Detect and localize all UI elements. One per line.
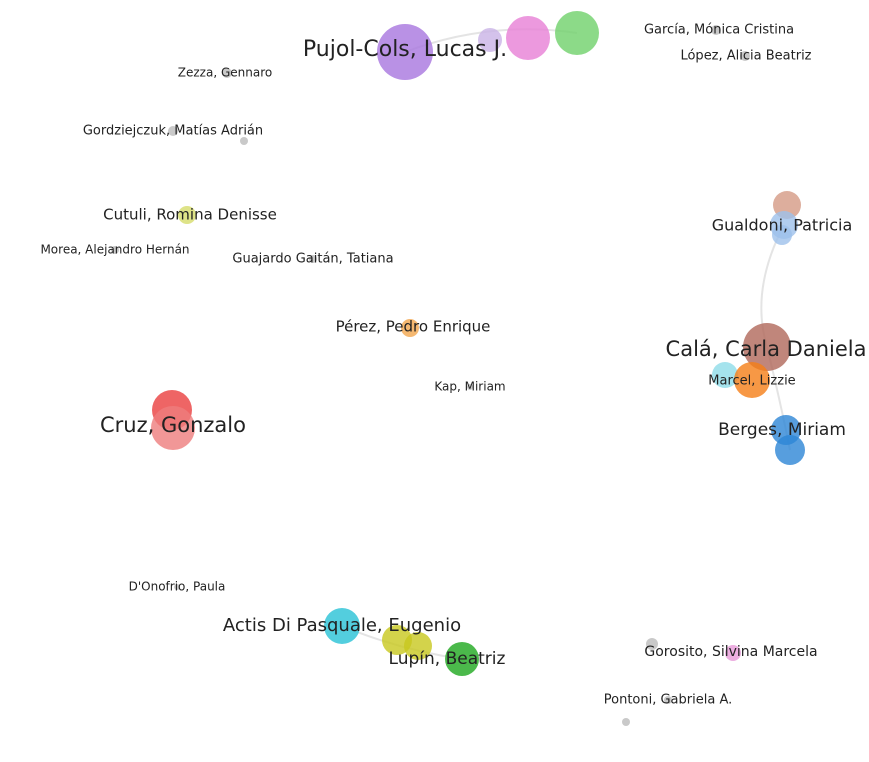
labels: Pujol-Cols, Lucas J. García, Mónica Cris… (40, 23, 866, 708)
node (401, 319, 419, 337)
node-label: Guajardo Gaitán, Tatiana (232, 252, 393, 267)
node (222, 68, 232, 78)
node (772, 225, 792, 245)
nodes (111, 11, 805, 726)
node (324, 608, 360, 644)
node (467, 384, 473, 390)
node-label: D'Onofrio, Paula (129, 580, 226, 594)
node (712, 362, 738, 388)
node-label: Morea, Alejandro Hernán (40, 243, 189, 257)
node-label: Gualdoni, Patricia (712, 216, 853, 235)
node-label: Gorosito, Silvina Marcela (644, 644, 817, 660)
node (734, 362, 770, 398)
node-label: Calá, Carla Daniela (666, 337, 867, 361)
node (622, 718, 630, 726)
node-label: Pujol-Cols, Lucas J. (303, 37, 507, 62)
node (178, 206, 196, 224)
node-label: Cruz, Gonzalo (100, 413, 246, 437)
node-label: Cutuli, Romina Denisse (103, 206, 277, 224)
node (151, 406, 195, 450)
node-label: Zezza, Gennaro (178, 66, 272, 80)
node (309, 255, 317, 263)
node (404, 632, 432, 660)
node (646, 638, 658, 650)
node-label: Berges, Miriam (718, 420, 846, 440)
node (711, 25, 721, 35)
node (555, 11, 599, 55)
node (664, 696, 672, 704)
node-label: Marcel, Lizzie (708, 374, 795, 389)
node-label: Actis Di Pasquale, Eugenio (223, 615, 461, 636)
node (478, 28, 502, 52)
node-label: Gordziejczuk, Matías Adrián (83, 124, 263, 139)
node (377, 24, 433, 80)
node (168, 126, 178, 136)
node-label: López, Alicia Beatriz (680, 49, 811, 64)
node (174, 584, 180, 590)
node (775, 435, 805, 465)
node (240, 137, 248, 145)
node (111, 246, 119, 254)
node-label: Lupín, Beatriz (389, 649, 506, 669)
node-label: Kap, Miriam (434, 380, 505, 394)
node (743, 323, 791, 371)
node (740, 51, 750, 61)
node (445, 642, 479, 676)
node-label: Pérez, Pedro Enrique (336, 318, 491, 336)
node-label: García, Mónica Cristina (644, 23, 794, 38)
node (725, 645, 741, 661)
node-label: Pontoni, Gabriela A. (604, 693, 733, 708)
node (506, 16, 550, 60)
